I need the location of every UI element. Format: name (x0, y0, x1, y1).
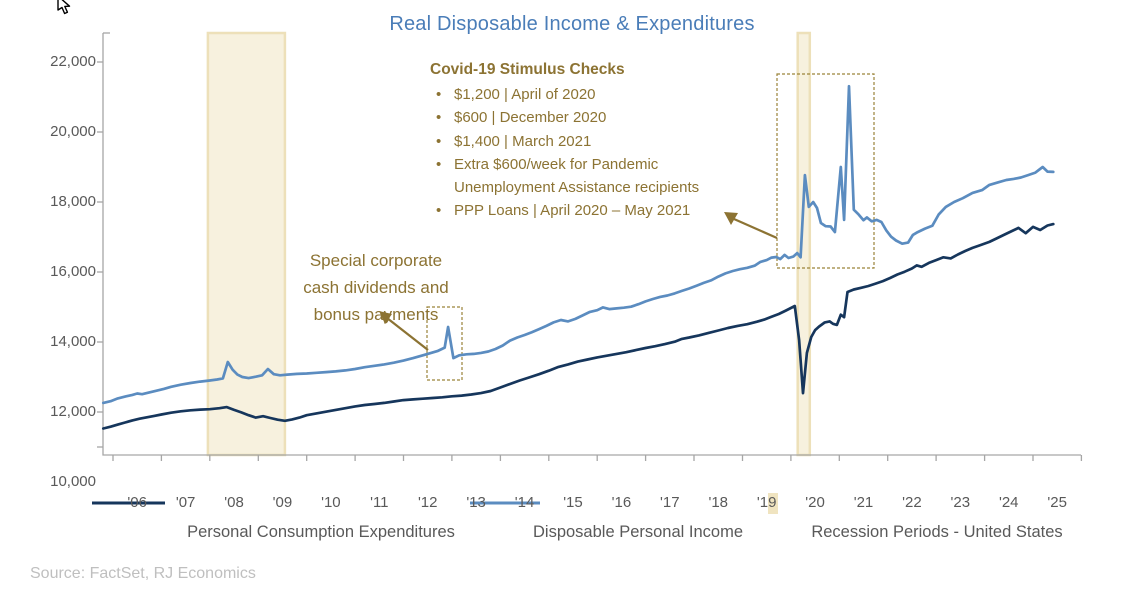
dividends-annotation: Special corporate cash dividends and bon… (281, 247, 471, 328)
y-axis-label: 22,000 (50, 52, 96, 70)
x-axis-label: '14 (514, 494, 535, 511)
mouse-cursor-icon (57, 0, 71, 15)
legend-marker-recession (768, 493, 778, 514)
y-axis-label: 12,000 (50, 402, 96, 420)
series-line-personal (101, 222, 1055, 430)
x-axis-label: '15 (563, 494, 583, 511)
y-axis-label: 18,000 (50, 192, 96, 210)
series-line-disposable (101, 84, 1055, 405)
legend-label-recession: Recession Periods - United States (811, 523, 1063, 541)
legend-label-dpi: Disposable Personal Income (532, 523, 744, 541)
dividends-annotation-line: Special corporate (309, 251, 443, 270)
x-axis-label: '10 (321, 494, 341, 511)
x-axis-label: '08 (224, 494, 244, 511)
x-axis-label: '12 (417, 494, 438, 511)
x-axis-label: '11 (370, 494, 389, 511)
y-axis-label: 16,000 (50, 262, 96, 280)
chart-title: Real Disposable Income & Expenditures (389, 13, 755, 35)
x-axis-label: '25 (1047, 494, 1067, 511)
stimulus-annotation: Covid-19 Stimulus Checks $1,200 | April … (430, 61, 748, 223)
x-axis-label: '13 (466, 494, 486, 511)
dividends-annotation-line: bonus payments (313, 305, 439, 324)
x-axis-label: '06 (127, 494, 147, 511)
x-axis-label: '23 (950, 494, 971, 511)
x-axis-label: '21 (853, 494, 874, 511)
recession-band (206, 31, 287, 457)
x-axis-label: '24 (998, 494, 1019, 511)
x-axis-label: '20 (805, 494, 825, 511)
stimulus-annotation-title: Covid-19 Stimulus Checks (430, 61, 625, 78)
stimulus-bullet: Extra $600/week for Pandemic Unemploymen… (430, 153, 748, 200)
stimulus-bullet: $1,200 | April of 2020 (430, 83, 748, 106)
x-axis-label: '19 (756, 494, 777, 511)
x-axis-label: '07 (175, 494, 196, 511)
x-axis-label: '18 (708, 494, 729, 511)
legend-label-pce: Personal Consumption Expenditures (187, 523, 455, 541)
x-axis-label: '09 (272, 494, 293, 511)
dividends-arrow-head (379, 311, 392, 324)
stimulus-bullet: $600 | December 2020 (430, 106, 748, 129)
y-axis-label: 20,000 (50, 122, 96, 140)
dividends-arrow (386, 317, 429, 351)
source-text: Source: FactSet, RJ Economics (30, 565, 256, 582)
y-axis-label: 10,000 (50, 472, 96, 490)
x-axis-label: '17 (660, 494, 680, 511)
dividends-annotation-line: cash dividends and (303, 278, 449, 297)
axis-lines (102, 33, 1081, 456)
x-axis-label: '16 (611, 494, 632, 511)
stimulus-callout-box (776, 73, 875, 269)
stimulus-bullet: $1,400 | March 2021 (430, 130, 748, 153)
x-axis-label: '22 (902, 494, 922, 511)
stimulus-bullet: PPP Loans | April 2020 – May 2021 (430, 199, 748, 222)
y-axis-label: 14,000 (50, 332, 96, 350)
dividends-callout-box (426, 306, 463, 381)
